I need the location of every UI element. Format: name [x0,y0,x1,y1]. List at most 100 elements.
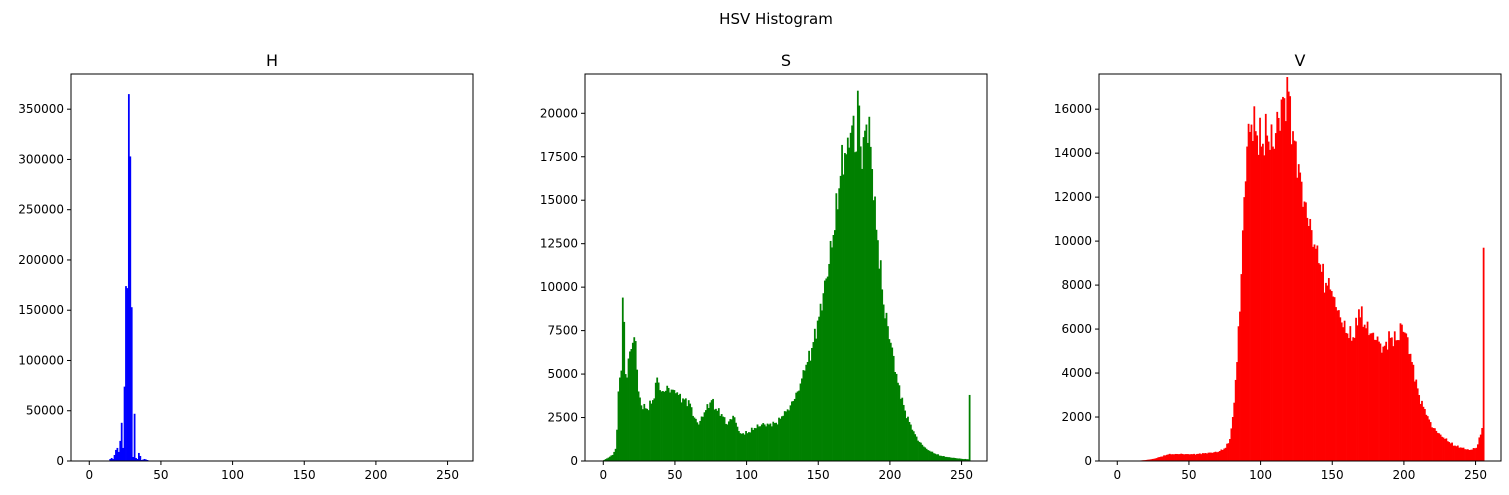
bar-v [1409,353,1412,461]
bar-v [1396,340,1399,461]
bar-v [1388,331,1390,461]
bar-s [679,393,682,461]
bar-v [1263,155,1266,461]
bar-s [703,412,706,461]
bar-v [1444,438,1446,461]
bar-v [1343,320,1346,461]
bar-v [1456,445,1459,461]
bar-s [782,415,785,461]
bar-v [1217,451,1220,461]
bar-s [901,397,904,461]
bar-v [1425,414,1428,461]
bar-s [829,240,832,461]
bar-v [1274,133,1277,461]
axes-frame-s [584,73,988,462]
x-tick-label-s: 200 [878,468,901,482]
bar-v [1269,149,1271,461]
bar-v [1290,144,1293,462]
bar-s [965,459,968,461]
bar-s [614,448,617,461]
bar-v [1234,379,1237,461]
bar-v [1471,449,1474,461]
bar-s [796,391,799,461]
bar-v [1249,131,1251,461]
bar-v [1190,454,1193,461]
bar-s [809,360,812,461]
bar-v [1389,337,1392,461]
bar-s [950,457,952,461]
bar-v [1145,459,1148,461]
x-tick-label-s: 0 [599,468,607,482]
bar-v [1316,245,1319,461]
bar-s [732,415,735,461]
bar-s [773,423,776,461]
bar-s [962,459,965,461]
bar-v [1399,323,1402,461]
bar-v [1461,447,1464,461]
bar-v [1253,106,1256,462]
bar-s [677,394,680,461]
bar-v [1183,454,1185,461]
y-tick-label-h: 300000 [18,152,64,166]
bar-s [866,142,869,461]
bar-s [849,132,852,461]
y-tick-label-s: 0 [570,454,578,468]
bar-s [707,407,710,461]
bar-v [1180,453,1183,461]
bar-h [135,457,137,461]
bar-s [670,389,673,461]
x-tick-label-v: 50 [1181,468,1196,482]
bar-v [1368,335,1370,461]
bar-s [803,370,806,461]
bar-s [780,416,783,461]
bar-v [1335,307,1337,461]
bar-h [120,422,123,461]
bar-s [887,326,889,461]
bar-v [1413,381,1416,461]
bar-s [750,427,753,461]
bar-s [905,418,908,461]
bar-s [822,293,825,461]
bar-v [1213,452,1216,461]
bar-v [1254,131,1257,462]
bar-s [891,347,894,461]
bar-v [1472,448,1475,461]
bar-s [941,456,944,461]
bar-s [607,457,610,461]
x-tick-label-h: 50 [153,468,168,482]
bar-v [1411,362,1413,461]
x-tick-label-v: 150 [1321,468,1344,482]
bar-s [944,456,947,461]
bar-v [1267,141,1270,461]
bar-s [904,410,907,461]
bar-h [122,447,125,461]
bar-s [808,350,810,461]
bar-s [683,399,686,461]
bar-h [145,459,147,461]
bar-h [136,458,139,461]
bar-v [1353,337,1356,461]
y-tick-label-v: 14000 [1054,146,1092,160]
bar-s [611,454,614,461]
bar-s [915,436,918,461]
bar-s [742,433,745,461]
bar-v [1465,449,1468,461]
bar-s [811,347,813,461]
bar-v [1237,326,1240,461]
bar-v [1315,248,1317,461]
bar-h [127,94,130,461]
bar-s [834,230,836,461]
y-tick-label-s: 15000 [540,193,578,207]
bar-s [624,374,627,461]
bar-v [1171,454,1174,461]
bar-v [1230,428,1233,461]
bar-v [1306,217,1309,461]
bar-s [911,429,914,461]
bar-s [766,423,769,461]
bar-v [1297,164,1300,461]
y-tick-label-h: 350000 [18,102,64,116]
panel-title-v: V [1295,51,1306,70]
bar-s [844,153,846,461]
bar-s [739,433,742,461]
axes-frame-h [70,73,474,462]
